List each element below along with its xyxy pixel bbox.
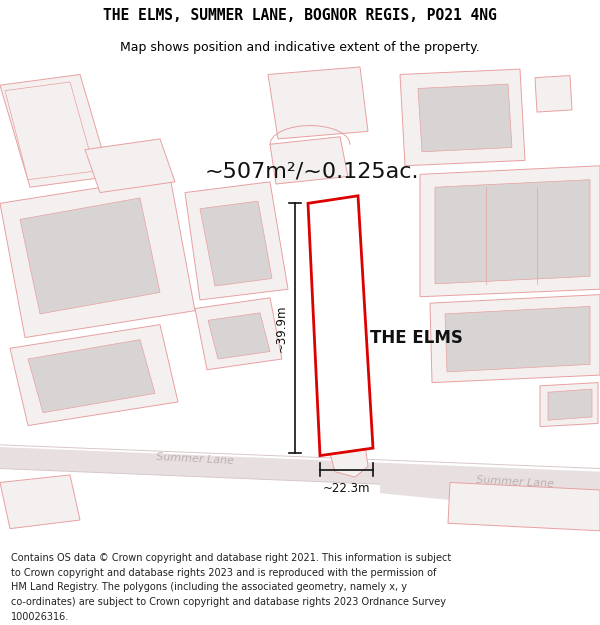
Polygon shape: [0, 74, 110, 188]
Text: HM Land Registry. The polygons (including the associated geometry, namely x, y: HM Land Registry. The polygons (includin…: [11, 582, 407, 592]
Text: Summer Lane: Summer Lane: [156, 452, 234, 466]
Polygon shape: [200, 201, 272, 286]
Polygon shape: [185, 182, 288, 300]
Text: THE ELMS: THE ELMS: [370, 329, 463, 346]
Text: THE ELMS, SUMMER LANE, BOGNOR REGIS, PO21 4NG: THE ELMS, SUMMER LANE, BOGNOR REGIS, PO2…: [103, 8, 497, 23]
Polygon shape: [548, 389, 592, 420]
Text: ~22.3m: ~22.3m: [323, 482, 370, 496]
Polygon shape: [380, 466, 600, 514]
Polygon shape: [10, 324, 178, 426]
Polygon shape: [195, 298, 282, 370]
Polygon shape: [0, 447, 600, 493]
Polygon shape: [420, 166, 600, 297]
Polygon shape: [435, 180, 590, 284]
Polygon shape: [400, 69, 525, 166]
Polygon shape: [0, 176, 195, 338]
Polygon shape: [448, 482, 600, 531]
Polygon shape: [270, 137, 348, 184]
Polygon shape: [540, 382, 598, 427]
Polygon shape: [535, 76, 572, 112]
Polygon shape: [445, 306, 590, 372]
Polygon shape: [308, 196, 373, 456]
Polygon shape: [430, 294, 600, 382]
Text: ~39.9m: ~39.9m: [275, 304, 287, 352]
Text: 100026316.: 100026316.: [11, 612, 69, 622]
Polygon shape: [268, 67, 368, 139]
Text: Map shows position and indicative extent of the property.: Map shows position and indicative extent…: [120, 41, 480, 54]
Text: Contains OS data © Crown copyright and database right 2021. This information is : Contains OS data © Crown copyright and d…: [11, 553, 451, 563]
Polygon shape: [85, 139, 175, 192]
Polygon shape: [330, 441, 368, 477]
Text: co-ordinates) are subject to Crown copyright and database rights 2023 Ordnance S: co-ordinates) are subject to Crown copyr…: [11, 598, 446, 608]
Text: to Crown copyright and database rights 2023 and is reproduced with the permissio: to Crown copyright and database rights 2…: [11, 568, 436, 578]
Text: ~507m²/~0.125ac.: ~507m²/~0.125ac.: [205, 161, 419, 181]
Polygon shape: [418, 84, 512, 152]
Polygon shape: [208, 313, 270, 359]
Polygon shape: [0, 475, 80, 529]
Text: Summer Lane: Summer Lane: [476, 476, 554, 489]
Polygon shape: [28, 339, 155, 412]
Polygon shape: [5, 82, 95, 180]
Polygon shape: [20, 198, 160, 314]
